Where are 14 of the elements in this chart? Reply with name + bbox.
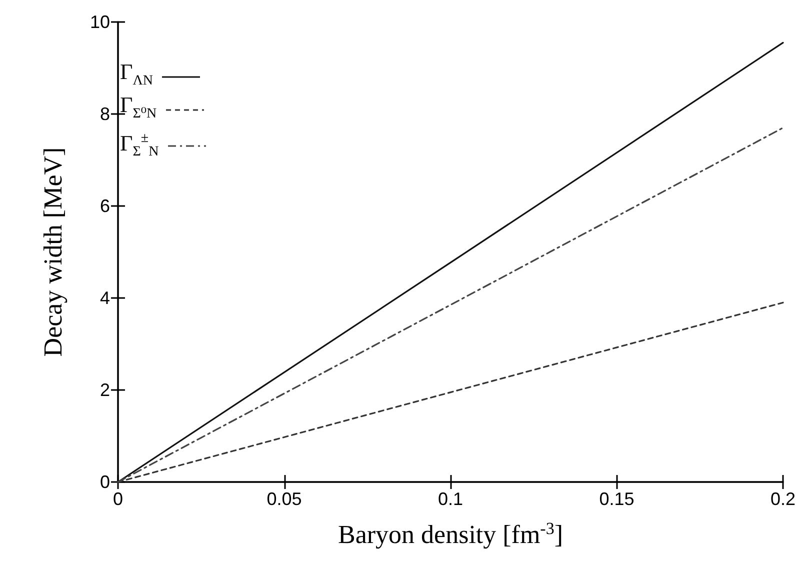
y-tick-label: 2 xyxy=(100,380,110,400)
x-tick-label: 0.05 xyxy=(266,489,302,509)
x-tick-label: 0.2 xyxy=(770,489,796,509)
x-tick-label: 0.15 xyxy=(599,489,634,509)
y-tick-label: 10 xyxy=(90,12,110,32)
legend-label: Γ$_{ΛN}$ xyxy=(120,59,153,90)
y-tick-label: 0 xyxy=(100,472,110,492)
legend-label: Γ$_{Σ⁰N}$ xyxy=(120,92,157,124)
y-tick-label: 4 xyxy=(100,288,110,308)
x-tick-label: 0 xyxy=(112,489,124,509)
y-axis-title: Decay width [MeV] xyxy=(38,147,68,357)
y-tick-label: 8 xyxy=(100,104,110,124)
y-tick-label: 6 xyxy=(100,196,110,216)
x-tick-label: 0.1 xyxy=(438,489,464,509)
